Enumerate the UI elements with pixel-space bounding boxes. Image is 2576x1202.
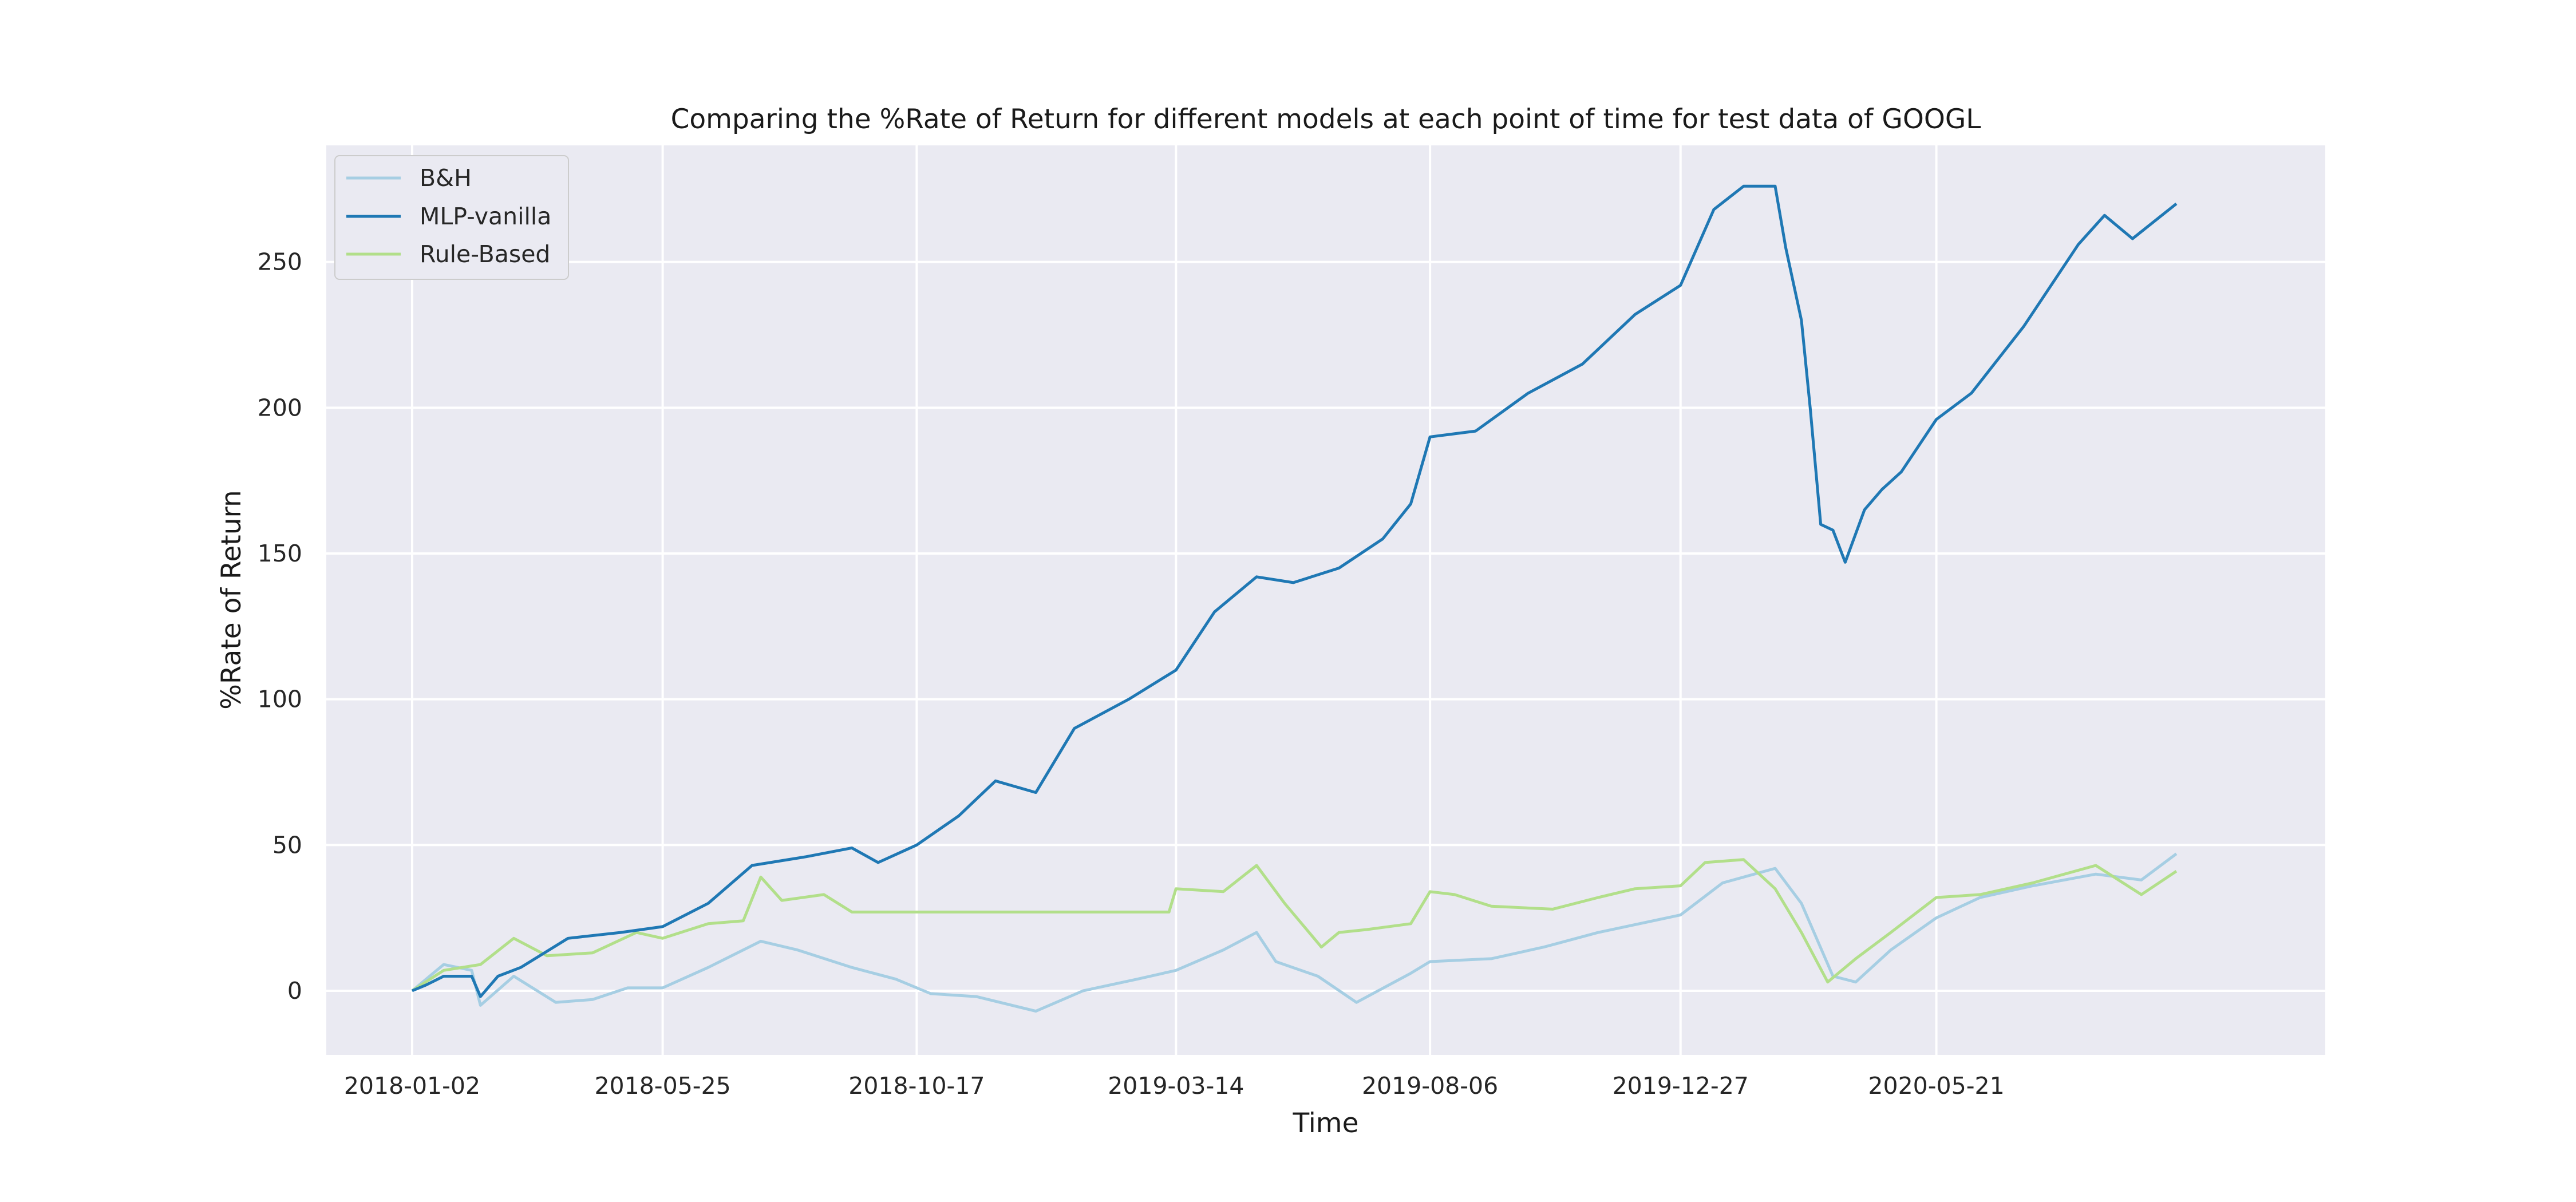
series-line-rule-based [411,858,2178,993]
y-tick-label: 100 [258,686,302,713]
x-tick-label: 2019-12-27 [1613,1072,1749,1100]
x-axis-label: Time [1292,1108,1358,1139]
legend-label-bh: B&H [420,164,472,192]
y-tick-label: 200 [258,394,302,421]
legend-label-mlp-vanilla: MLP-vanilla [420,203,551,230]
y-axis-label: %Rate of Return [216,490,247,710]
y-tick-label: 250 [258,248,302,276]
legend-box [334,155,569,280]
grid-lines [326,145,2325,1055]
x-tick-label: 2018-10-17 [848,1072,985,1100]
legend-label-rule-based: Rule-Based [420,240,550,268]
y-tick-label: 0 [287,977,302,1005]
series-lines [411,184,2178,1013]
y-tick-labels: 0 50 100 150 200 250 [258,248,302,1005]
x-tick-label: 2019-08-06 [1362,1072,1498,1100]
x-tick-label: 2020-05-21 [1868,1072,2004,1100]
x-tick-label: 2018-05-25 [594,1072,730,1100]
legend: B&H MLP-vanilla Rule-Based [334,155,569,280]
y-tick-label: 50 [272,831,302,859]
plot-area [326,145,2325,1055]
series-line-mlp-vanilla [412,184,2178,998]
x-tick-labels: 2018-01-02 2018-05-25 2018-10-17 2019-03-14… [344,1072,2005,1100]
x-tick-label: 2019-03-14 [1108,1072,1244,1100]
chart-title: Comparing the %Rate of Return for differ… [671,104,1981,135]
x-tick-label: 2018-01-02 [344,1072,480,1100]
series-line-b-h [411,852,2178,1013]
y-tick-label: 150 [258,540,302,567]
